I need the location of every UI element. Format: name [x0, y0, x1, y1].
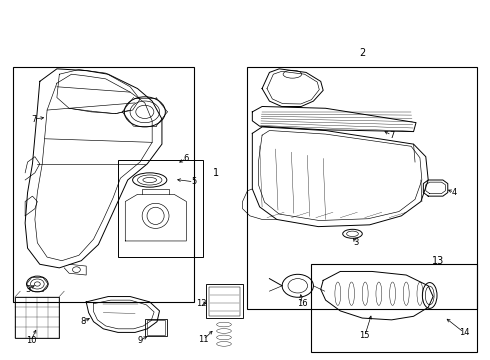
Text: 4: 4: [451, 188, 457, 197]
Text: 14: 14: [459, 328, 469, 337]
Text: 7: 7: [31, 114, 37, 123]
Text: 8: 8: [80, 317, 85, 326]
Bar: [206, 284, 243, 318]
Bar: [118, 160, 203, 257]
Text: 6: 6: [184, 154, 189, 163]
Text: 7: 7: [389, 131, 394, 140]
Bar: [13, 67, 194, 302]
Bar: [147, 320, 165, 334]
Text: 15: 15: [360, 332, 370, 341]
Text: 3: 3: [354, 238, 359, 247]
Text: 9: 9: [137, 336, 143, 345]
Text: 2: 2: [359, 48, 366, 58]
Text: 10: 10: [26, 336, 36, 345]
Text: 5: 5: [191, 177, 196, 186]
Bar: [145, 319, 167, 336]
Text: 11: 11: [198, 335, 209, 344]
Text: 16: 16: [297, 299, 308, 308]
Bar: [209, 287, 240, 316]
Text: 1: 1: [213, 168, 219, 178]
Text: 12: 12: [196, 299, 206, 308]
Text: 13: 13: [432, 256, 444, 266]
Bar: [15, 297, 59, 338]
Bar: [311, 264, 477, 352]
Text: 3: 3: [25, 285, 30, 294]
Bar: [247, 67, 477, 309]
